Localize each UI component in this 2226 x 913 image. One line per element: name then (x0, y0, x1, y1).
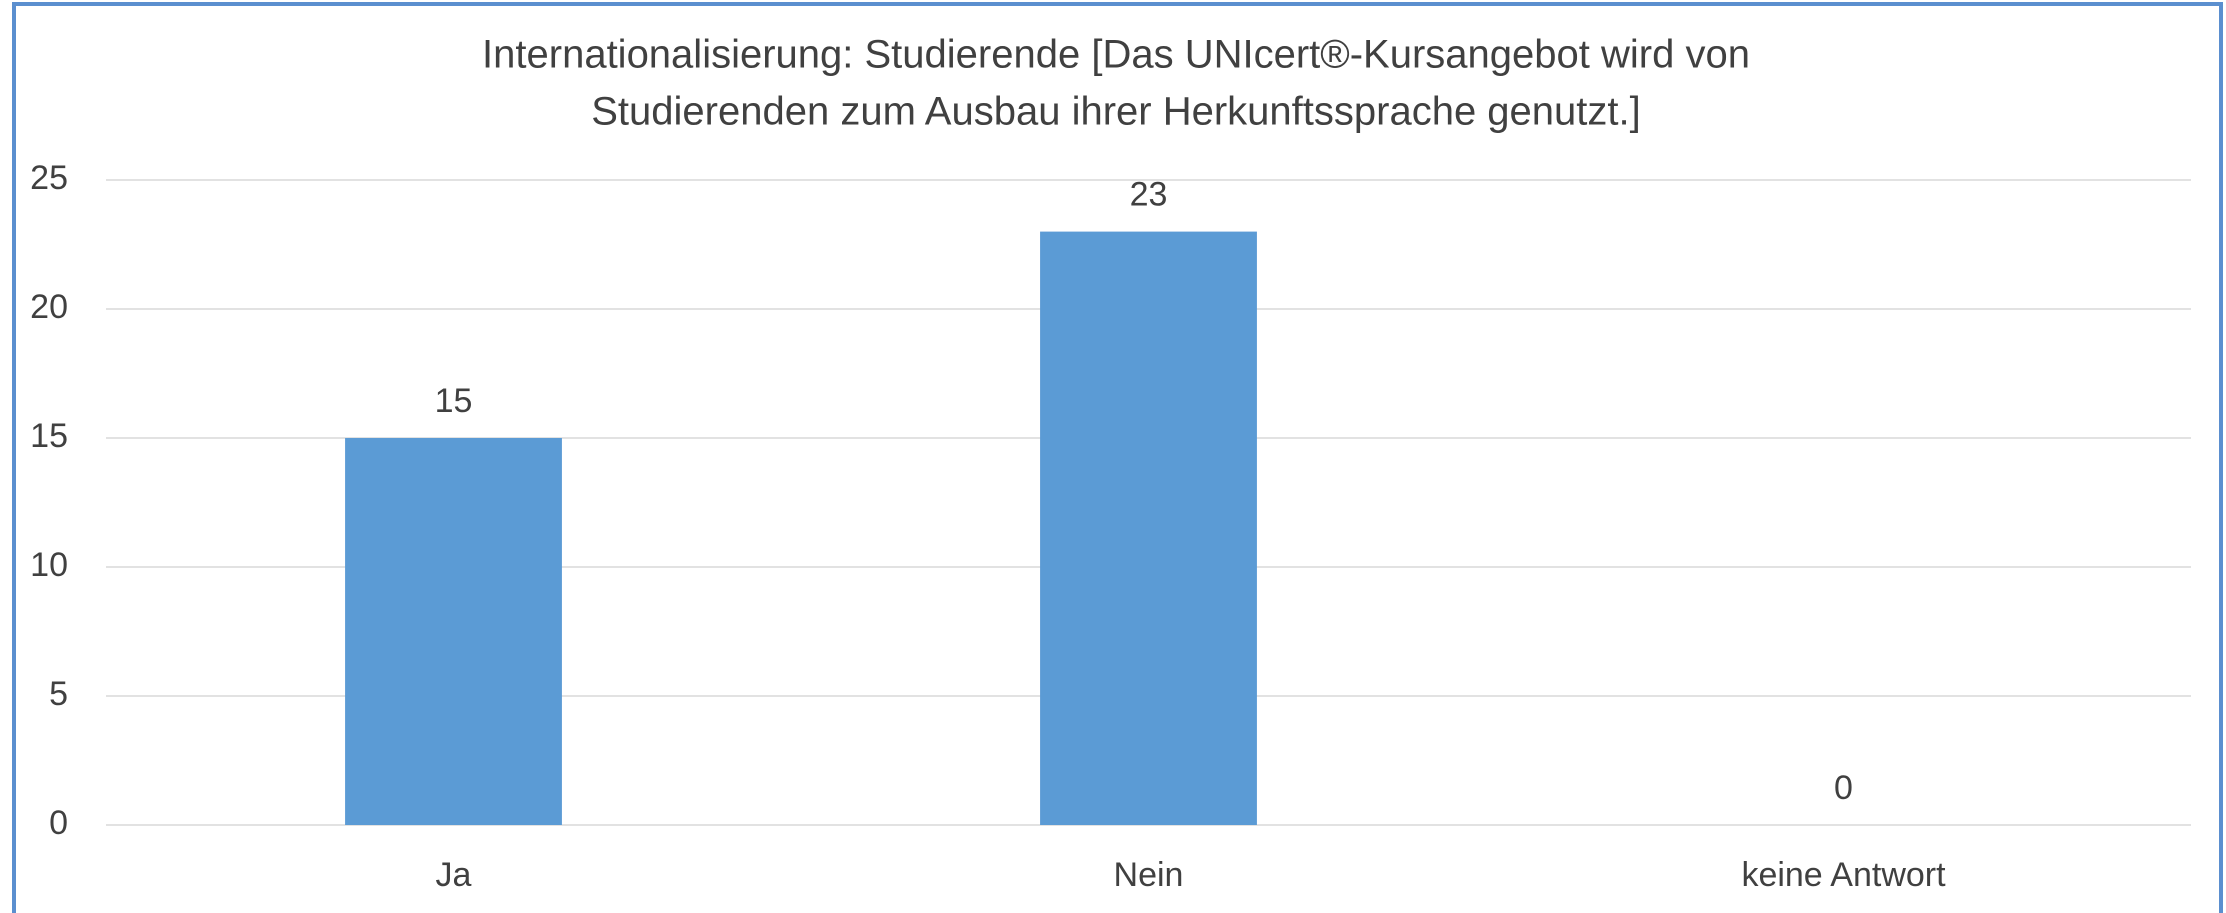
chart-title: Internationalisierung: Studierende [Das … (482, 33, 1750, 77)
chart-title: Studierenden zum Ausbau ihrer Herkunftss… (591, 90, 1641, 134)
data-label: 23 (1130, 176, 1168, 214)
y-tick-label: 25 (30, 159, 68, 197)
x-tick-label: Nein (1114, 856, 1184, 894)
data-label: 15 (435, 382, 473, 420)
y-tick-label: 5 (49, 675, 68, 713)
y-tick-label: 20 (30, 288, 68, 326)
y-tick-label: 0 (49, 804, 68, 842)
y-tick-label: 10 (30, 546, 68, 584)
data-label: 0 (1834, 769, 1853, 807)
x-tick-label: Ja (436, 856, 472, 894)
bar (1040, 231, 1257, 826)
bar (345, 438, 562, 825)
y-tick-label: 15 (30, 417, 68, 455)
x-tick-label: keine Antwort (1741, 856, 1946, 894)
